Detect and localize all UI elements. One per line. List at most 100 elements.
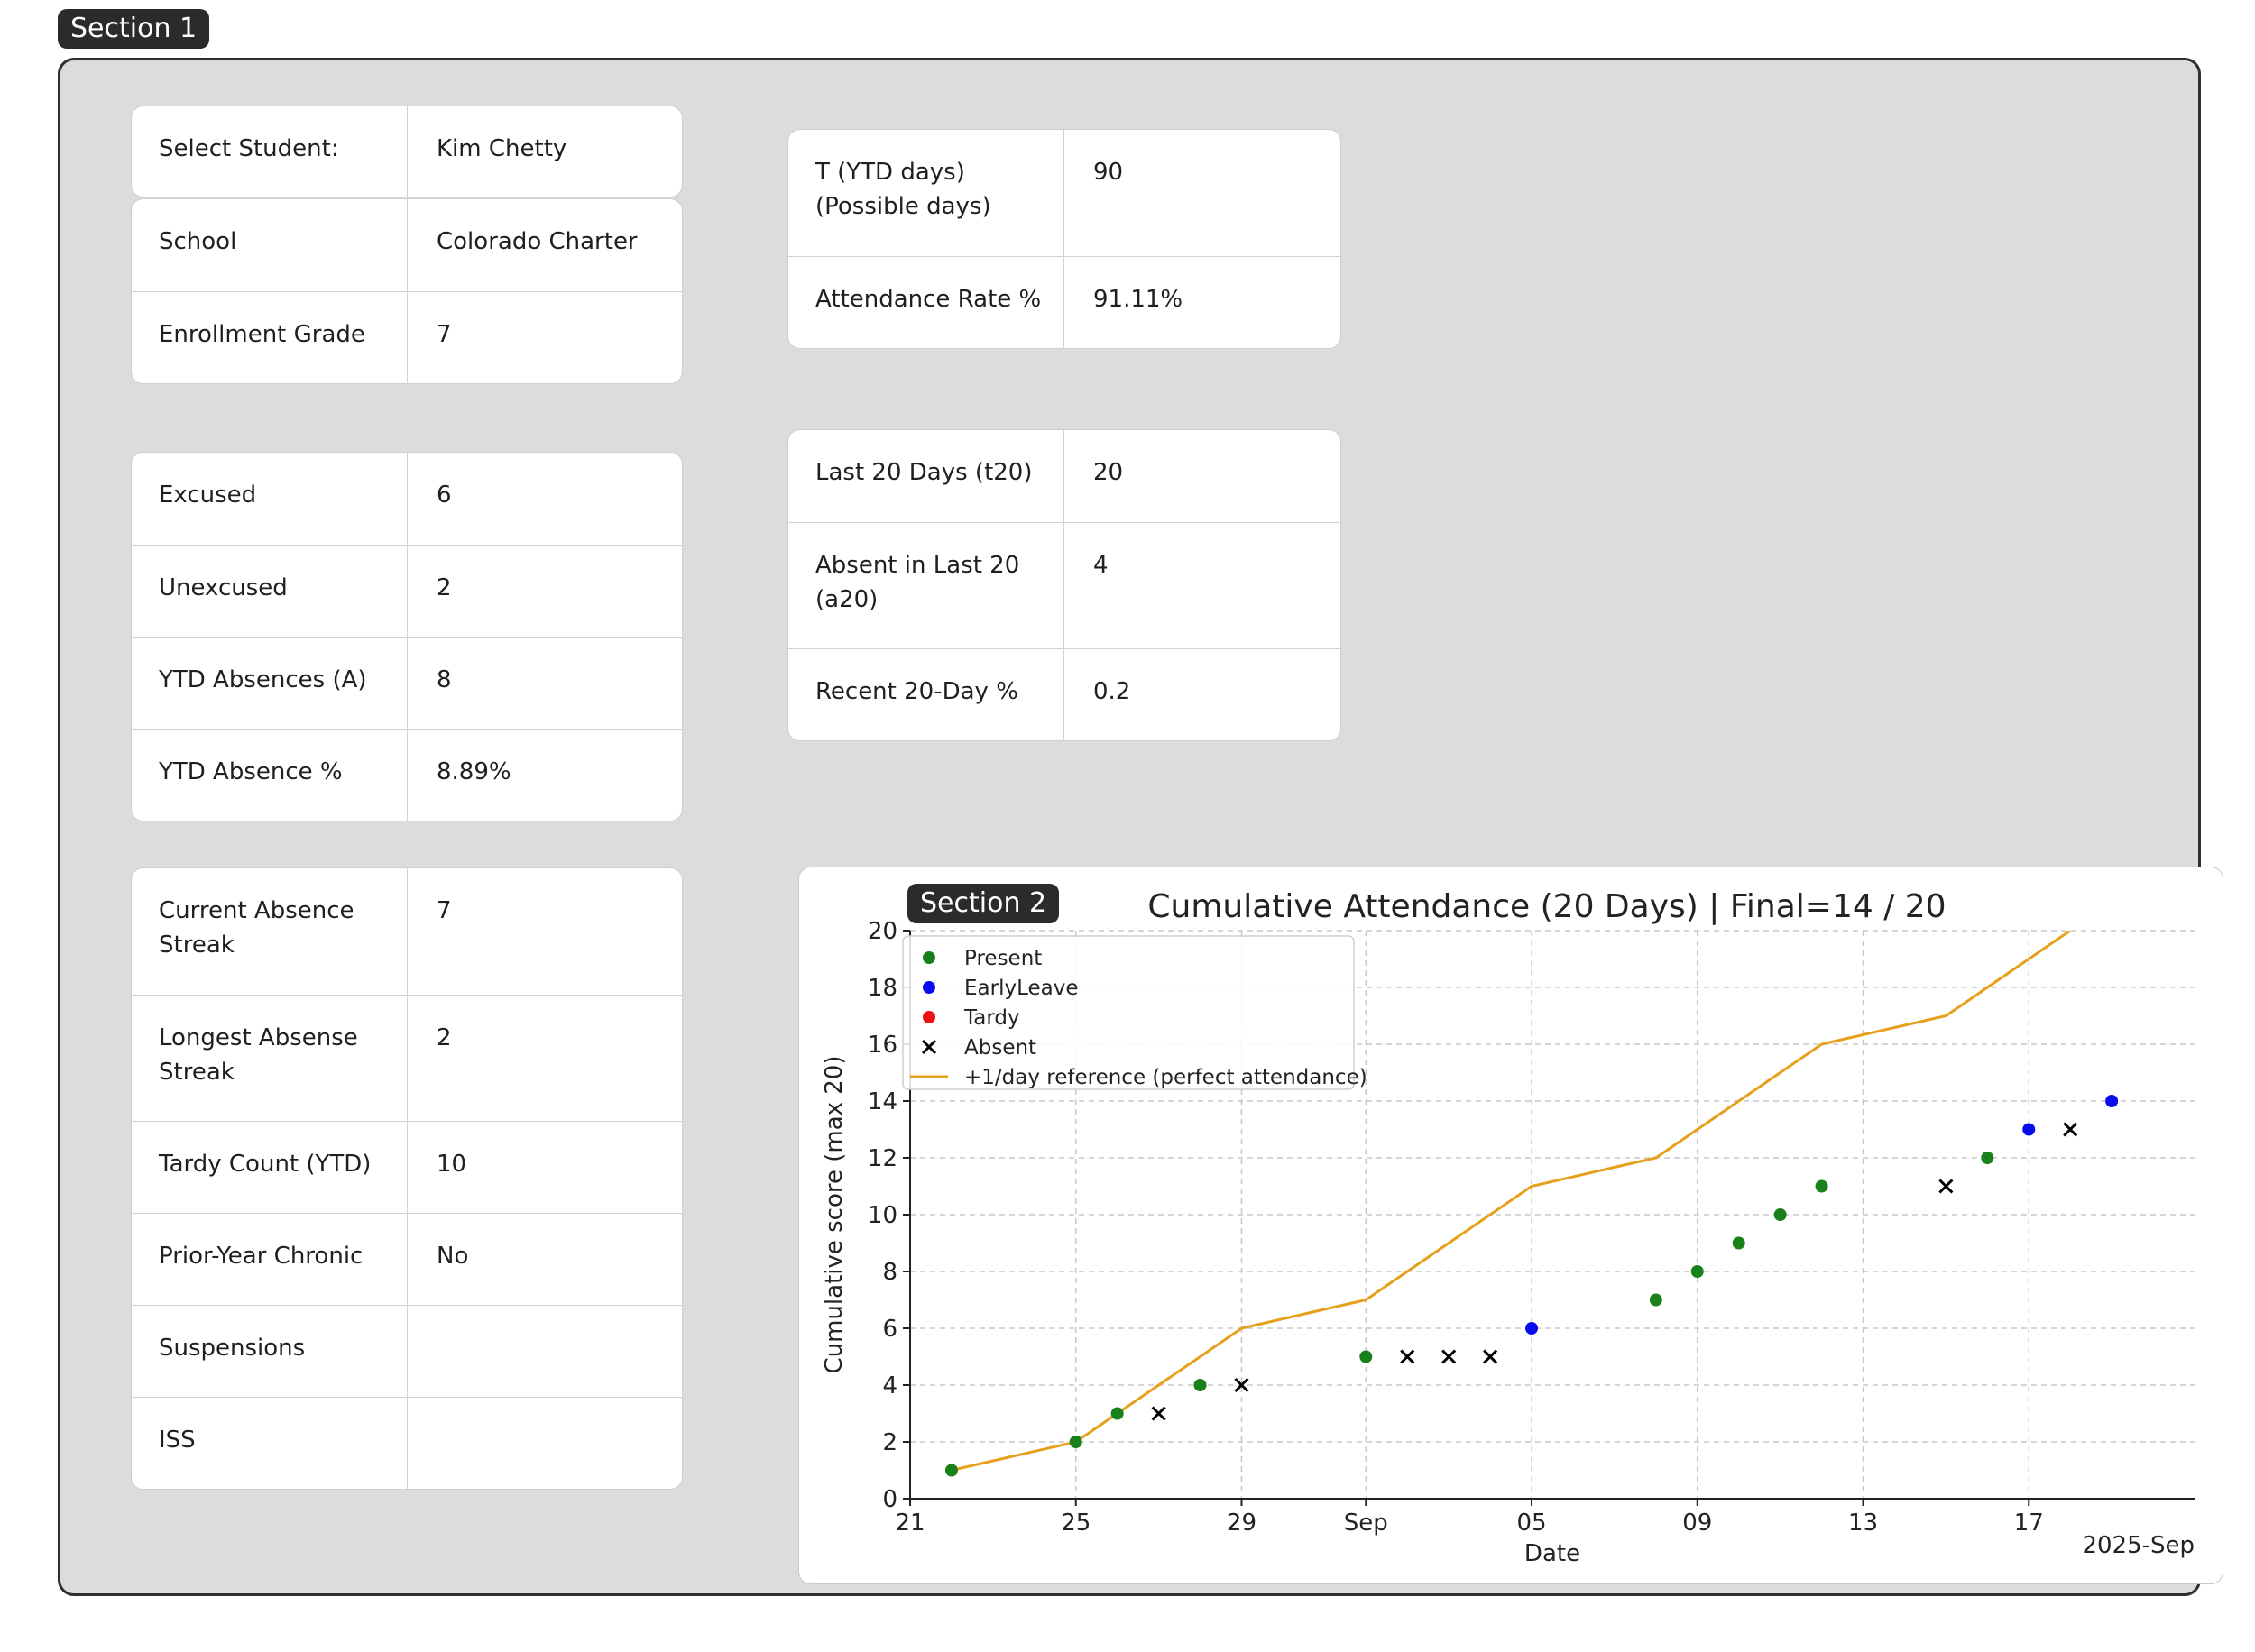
field-label: Recent 20-Day %: [788, 649, 1064, 740]
x-tick-label: 17: [2014, 1510, 2044, 1537]
y-tick-label: 4: [882, 1372, 897, 1400]
x-tick-label: 09: [1682, 1510, 1712, 1537]
data-point-present: [1690, 1265, 1704, 1278]
data-point-present: [1649, 1293, 1662, 1307]
data-point-absent: [1938, 1179, 1954, 1194]
x-tick-label: 29: [1227, 1510, 1256, 1537]
table-row: YTD Absence % 8.89%: [132, 729, 682, 821]
table-row: Current Absence Streak 7: [132, 868, 682, 995]
legend-marker: [923, 981, 935, 994]
y-tick-label: 20: [868, 918, 897, 945]
chart-title: Cumulative Attendance (20 Days) | Final=…: [1147, 888, 1946, 925]
field-label: Unexcused: [132, 546, 408, 637]
field-value: 91.11%: [1093, 286, 1183, 313]
legend-label: Absent: [964, 1036, 1036, 1060]
data-point-present: [1193, 1379, 1207, 1391]
field-label: ISS: [132, 1398, 408, 1489]
field-value: [408, 1306, 682, 1397]
y-tick-label: 2: [882, 1429, 897, 1456]
y-axis-label: Cumulative score (max 20): [821, 1055, 848, 1373]
absences-table: Excused 6 Unexcused 2 YTD Absences (A) 8…: [131, 452, 683, 821]
legend-marker: [921, 1039, 937, 1055]
field-label: Current Absence Streak: [132, 868, 408, 995]
field-label: Excused: [132, 453, 408, 545]
data-point-earlyleave: [2105, 1095, 2119, 1107]
y-tick-label: 0: [882, 1486, 897, 1513]
data-point-absent: [2063, 1122, 2078, 1137]
y-tick-label: 14: [868, 1088, 897, 1115]
x-offset-label: 2025-Sep: [2082, 1532, 2195, 1559]
field-value: [408, 1398, 682, 1489]
data-point-absent: [1483, 1349, 1498, 1364]
legend-marker: [923, 1011, 935, 1023]
field-label: YTD Absences (A): [132, 638, 408, 729]
table-row: Enrollment Grade 7: [132, 291, 682, 383]
data-point-earlyleave: [1525, 1322, 1539, 1335]
field-value: 10: [437, 1151, 467, 1178]
field-value: 8.89%: [437, 758, 511, 785]
x-tick-label: 05: [1516, 1510, 1546, 1537]
field-label: Longest Absense Streak: [132, 996, 408, 1121]
table-row: Last 20 Days (t20) 20: [788, 430, 1340, 522]
x-tick-label: Sep: [1344, 1510, 1388, 1537]
legend-label: Present: [964, 947, 1042, 970]
field-value: 2: [437, 574, 452, 601]
field-value: 2: [437, 1024, 452, 1051]
x-tick-label: 25: [1061, 1510, 1091, 1537]
field-value: 6: [437, 482, 452, 509]
table-row: Excused 6: [132, 453, 682, 545]
table-row: Attendance Rate % 91.11%: [788, 256, 1340, 348]
field-label: School: [132, 199, 408, 291]
table-row: Unexcused 2: [132, 545, 682, 637]
field-value: 8: [437, 666, 452, 693]
chart-legend: [902, 935, 1355, 1090]
student-select-value[interactable]: Kim Chetty: [437, 135, 567, 162]
table-row: Tardy Count (YTD) 10: [132, 1121, 682, 1213]
table-row: Suspensions: [132, 1305, 682, 1397]
y-tick-label: 8: [882, 1259, 897, 1286]
field-label: Select Student:: [132, 106, 408, 197]
table-row: YTD Absences (A) 8: [132, 637, 682, 729]
field-value: 4: [1093, 552, 1109, 579]
table-row: School Colorado Charter: [132, 199, 682, 291]
student-select-row[interactable]: Select Student: Kim Chetty: [132, 106, 682, 197]
table-row: Longest Absense Streak 2: [132, 995, 682, 1121]
y-tick-label: 12: [868, 1145, 897, 1172]
field-label: Suspensions: [132, 1306, 408, 1397]
section-2-label: Section 2: [907, 884, 1060, 923]
table-row: Recent 20-Day % 0.2: [788, 648, 1340, 740]
y-tick-label: 16: [868, 1032, 897, 1059]
field-value: 7: [437, 897, 452, 924]
data-point-absent: [1234, 1377, 1249, 1393]
data-point-absent: [1441, 1349, 1457, 1364]
field-label: Attendance Rate %: [788, 257, 1064, 348]
field-label: Enrollment Grade: [132, 292, 408, 383]
field-label: Prior-Year Chronic: [132, 1214, 408, 1305]
field-value: 7: [437, 321, 452, 348]
field-label: Tardy Count (YTD): [132, 1122, 408, 1213]
data-point-present: [1815, 1179, 1828, 1193]
legend-label: +1/day reference (perfect attendance): [964, 1066, 1367, 1089]
section-1-panel: Select Student: Kim Chetty School Colora…: [58, 58, 2223, 1596]
section-1-label: Section 1: [58, 9, 210, 49]
recent-table: Last 20 Days (t20) 20 Absent in Last 20 …: [787, 429, 1341, 741]
legend-marker: [923, 951, 935, 964]
data-point-present: [1773, 1208, 1787, 1221]
data-point-earlyleave: [2022, 1123, 2036, 1136]
data-point-present: [1981, 1152, 1994, 1164]
data-point-present: [1069, 1436, 1082, 1448]
section-2-panel: 0 2 4 6 8 10 12 14 16 18 20 21 25 29 Sep 05 09 13 17 Date 20…: [798, 867, 2223, 1584]
data-point-absent: [1400, 1349, 1415, 1364]
field-value: 90: [1093, 159, 1124, 186]
field-label: T (YTD days) (Possible days): [788, 130, 1064, 256]
table-row: T (YTD days) (Possible days) 90: [788, 130, 1340, 256]
y-tick-label: 18: [868, 975, 897, 1002]
school-table: School Colorado Charter Enrollment Grade…: [131, 198, 683, 384]
table-row: Prior-Year Chronic No: [132, 1213, 682, 1305]
attendance-chart: 0 2 4 6 8 10 12 14 16 18 20 21 25 29 Sep 05 09 13 17 Date 20…: [821, 888, 2195, 1567]
field-label: Last 20 Days (t20): [788, 430, 1064, 522]
ytd-table: T (YTD days) (Possible days) 90 Attendan…: [787, 129, 1341, 349]
field-value: No: [437, 1243, 469, 1270]
y-tick-label: 10: [868, 1202, 897, 1229]
field-value: Colorado Charter: [437, 228, 638, 255]
